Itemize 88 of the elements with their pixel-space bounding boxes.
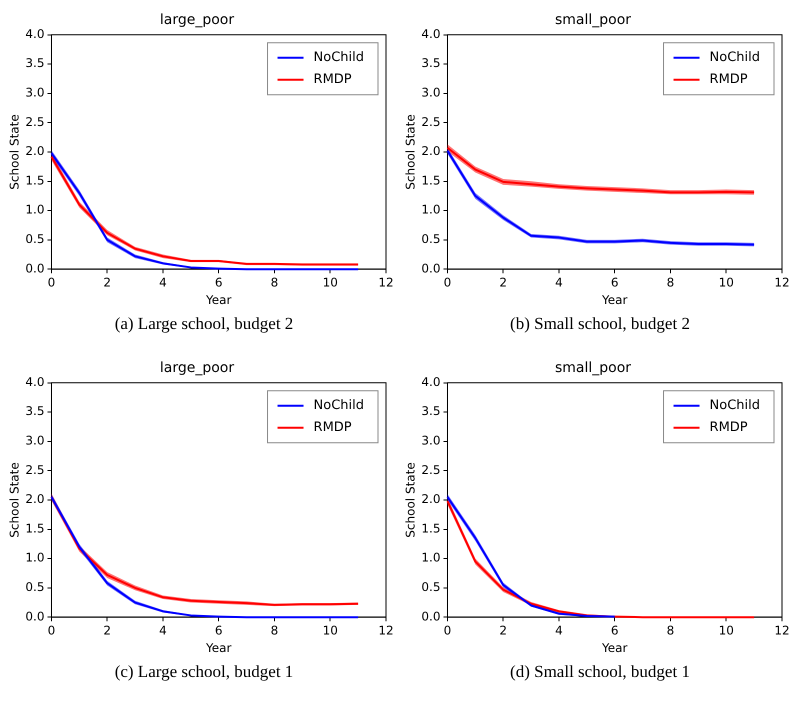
y-axis-title: School State [403,114,418,190]
y-tick-label: 0.5 [421,232,440,246]
x-tick-label: 4 [555,624,563,638]
x-tick-label: 12 [774,624,790,638]
y-tick-label: 0.5 [25,580,44,594]
chart-title: small_poor [554,12,632,28]
y-tick-label: 1.5 [25,521,44,536]
y-tick-label: 3.0 [421,434,440,448]
legend-label: RMDP [314,72,352,88]
legend-label: NoChild [314,398,364,414]
x-tick-label: 6 [214,624,223,638]
x-tick-label: 2 [103,624,112,638]
x-tick-label: 2 [499,276,508,290]
y-tick-label: 0.5 [25,232,44,246]
text: (c) Large school, budget 1 [114,662,294,682]
y-tick-label: 1.0 [25,202,44,217]
x-tick-label: 4 [159,624,167,638]
y-tick-label: 0.0 [25,261,44,276]
legend-label: RMDP [314,420,352,436]
y-tick-label: 4.0 [421,374,440,389]
y-tick-label: 3.5 [421,56,440,70]
y-axis-title: School State [7,462,22,538]
legend-label: RMDP [710,420,748,436]
y-tick-label: 0.5 [421,580,440,594]
y-tick-label: 4.0 [421,26,440,41]
y-tick-label: 1.0 [25,550,44,565]
legend-label: RMDP [710,72,748,88]
x-axis-title: Year [205,292,232,307]
x-tick-label: 0 [48,276,56,290]
x-tick-label: 12 [378,624,394,638]
x-tick-label: 2 [103,276,112,290]
y-tick-label: 1.5 [421,173,440,188]
x-tick-label: 0 [444,276,452,290]
legend-label: NoChild [710,398,760,414]
y-tick-label: 2.5 [25,114,44,129]
x-tick-label: 2 [499,624,508,638]
y-tick-label: 3.0 [421,86,440,100]
y-tick-label: 3.0 [25,86,44,100]
y-axis-title: School State [403,462,418,538]
chart-title: small_poor [554,360,632,376]
y-tick-label: 3.5 [25,404,44,418]
y-tick-label: 3.5 [25,56,44,70]
text: (b) Small school, budget 2 [509,314,691,334]
x-tick-label: 12 [378,276,394,290]
x-axis-title: Year [601,640,628,655]
x-tick-label: 8 [270,276,278,290]
y-tick-label: 1.0 [421,202,440,217]
y-tick-label: 3.5 [421,404,440,418]
x-tick-label: 4 [159,276,167,290]
y-tick-label: 4.0 [25,26,44,41]
x-tick-label: 10 [322,276,338,290]
text: (a) Large school, budget 2 [114,314,294,334]
y-tick-label: 2.5 [421,462,440,477]
x-tick-label: 12 [774,276,790,290]
x-tick-label: 10 [322,624,338,638]
y-tick-label: 0.0 [421,609,440,624]
y-tick-label: 4.0 [25,374,44,389]
legend-label: NoChild [314,50,364,66]
chart-title: large_poor [160,360,234,376]
y-tick-label: 0.0 [421,261,440,276]
y-tick-label: 1.5 [421,521,440,536]
x-tick-label: 8 [270,624,278,638]
x-tick-label: 0 [444,624,452,638]
y-tick-label: 3.0 [25,434,44,448]
y-tick-label: 2.0 [421,144,440,158]
chart-title: large_poor [160,12,234,28]
x-tick-label: 4 [555,276,563,290]
y-tick-label: 2.5 [421,114,440,129]
y-tick-label: 1.5 [25,173,44,188]
x-tick-label: 6 [610,276,619,290]
x-tick-label: 8 [666,276,674,290]
y-tick-label: 2.0 [25,492,44,506]
y-axis-title: School State [7,114,22,190]
x-tick-label: 10 [718,276,734,290]
y-tick-label: 1.0 [421,550,440,565]
y-tick-label: 0.0 [25,609,44,624]
text: (d) Small school, budget 1 [509,662,691,682]
x-axis-title: Year [205,640,232,655]
x-tick-label: 0 [48,624,56,638]
y-tick-label: 2.0 [25,144,44,158]
legend-label: NoChild [710,50,760,66]
x-tick-label: 6 [610,624,619,638]
x-tick-label: 6 [214,276,223,290]
x-tick-label: 10 [718,624,734,638]
y-tick-label: 2.0 [421,492,440,506]
y-tick-label: 2.5 [25,462,44,477]
x-tick-label: 8 [666,624,674,638]
x-axis-title: Year [601,292,628,307]
